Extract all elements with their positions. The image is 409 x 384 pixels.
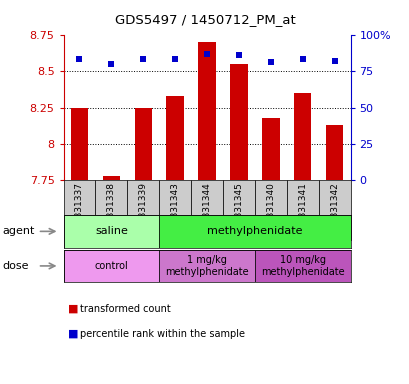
Bar xyxy=(166,96,184,180)
Bar xyxy=(261,118,279,180)
Bar xyxy=(293,93,311,180)
Bar xyxy=(222,180,254,240)
Bar xyxy=(191,180,222,240)
Text: GSM831345: GSM831345 xyxy=(234,182,243,237)
Text: dose: dose xyxy=(2,261,29,271)
Bar xyxy=(286,180,318,240)
Text: percentile rank within the sample: percentile rank within the sample xyxy=(80,329,244,339)
Text: 10 mg/kg
methylphenidate: 10 mg/kg methylphenidate xyxy=(260,255,344,277)
Text: 1 mg/kg
methylphenidate: 1 mg/kg methylphenidate xyxy=(165,255,248,277)
Bar xyxy=(127,180,159,240)
Point xyxy=(171,56,178,63)
Bar xyxy=(159,250,254,282)
Bar xyxy=(229,64,247,180)
Bar xyxy=(198,42,215,180)
Text: ■: ■ xyxy=(67,304,78,314)
Bar xyxy=(159,180,191,240)
Point xyxy=(299,56,305,63)
Text: GSM831337: GSM831337 xyxy=(75,182,84,237)
Text: control: control xyxy=(94,261,128,271)
Point xyxy=(108,61,115,67)
Bar xyxy=(95,180,127,240)
Text: methylphenidate: methylphenidate xyxy=(207,226,302,237)
Bar xyxy=(63,250,159,282)
Text: GSM831338: GSM831338 xyxy=(107,182,116,237)
Text: agent: agent xyxy=(2,226,34,237)
Text: ■: ■ xyxy=(67,329,78,339)
Text: GSM831343: GSM831343 xyxy=(170,182,179,237)
Text: transformed count: transformed count xyxy=(80,304,170,314)
Bar xyxy=(63,180,95,240)
Bar xyxy=(254,180,286,240)
Bar xyxy=(102,176,120,180)
Point xyxy=(235,52,242,58)
Bar xyxy=(325,125,343,180)
Point xyxy=(139,56,146,63)
Text: GSM831340: GSM831340 xyxy=(266,182,275,237)
Text: GSM831344: GSM831344 xyxy=(202,182,211,237)
Bar xyxy=(318,180,350,240)
Text: GSM831342: GSM831342 xyxy=(329,182,338,237)
Point xyxy=(76,56,83,63)
Bar xyxy=(70,108,88,180)
Point xyxy=(330,58,337,64)
Text: GSM831341: GSM831341 xyxy=(297,182,306,237)
Point xyxy=(267,59,274,65)
Bar xyxy=(254,250,350,282)
Bar xyxy=(134,108,152,180)
Bar xyxy=(63,215,159,248)
Text: saline: saline xyxy=(95,226,128,237)
Text: GSM831339: GSM831339 xyxy=(138,182,147,237)
Bar xyxy=(159,215,350,248)
Point xyxy=(203,50,210,56)
Text: GDS5497 / 1450712_PM_at: GDS5497 / 1450712_PM_at xyxy=(115,13,294,26)
